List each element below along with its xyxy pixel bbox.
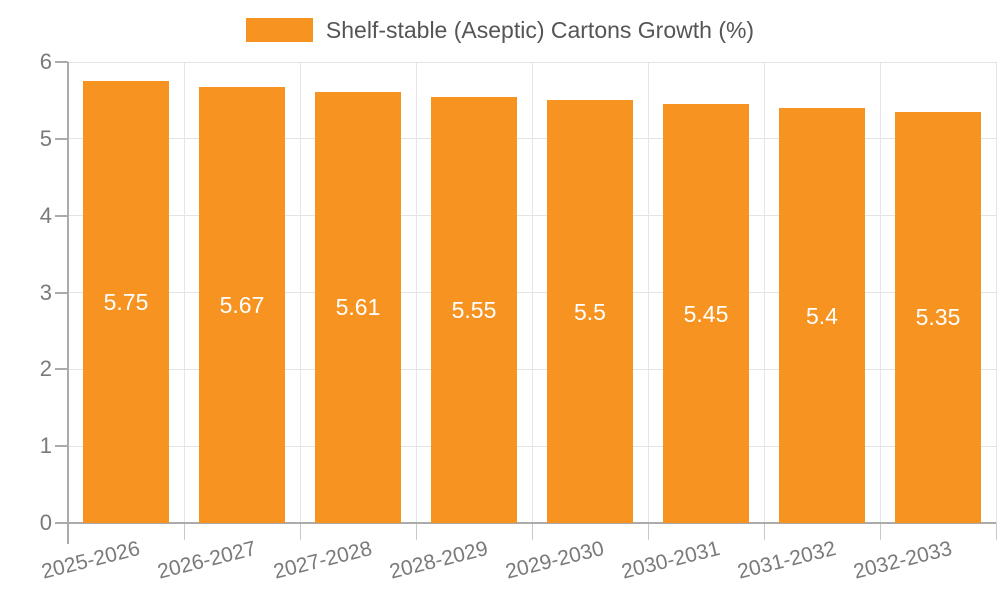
y-axis-tick [55,291,68,294]
x-axis-tick [763,523,765,540]
bar-2031-2032 [779,108,865,523]
x-axis-category-label: 2026-2027 [154,536,258,584]
x-axis-tick [995,523,997,540]
y-axis-tick [55,522,68,524]
bar-value-label: 5.4 [806,302,838,329]
gridline-vertical [879,62,881,523]
y-axis-tick [55,137,68,140]
bar-2030-2031 [663,104,749,523]
bar-value-label: 5.75 [103,289,149,316]
bar-2027-2028 [315,91,401,523]
bar-2029-2030 [547,100,633,523]
bar-2025-2026 [83,81,169,523]
x-axis-tick [531,523,533,540]
bar-value-label: 5.5 [574,298,606,325]
y-axis-tick [55,61,68,63]
gridline-vertical [647,62,649,523]
bar-value-label: 5.55 [451,296,497,323]
bar-value-label: 5.61 [335,294,381,321]
gridline-vertical [763,62,765,523]
x-axis-tick [415,523,417,540]
bar-2028-2029 [431,96,517,523]
x-axis-category-label: 2029-2030 [502,536,606,584]
y-axis-tick-label: 4 [39,202,52,228]
y-axis-tick [55,368,68,371]
y-axis-line [67,62,69,544]
bar-value-label: 5.67 [219,292,265,319]
y-axis-tick [55,445,68,448]
gridline-vertical [995,62,997,523]
x-axis-tick [183,523,185,540]
bar-value-label: 5.35 [915,304,961,331]
y-axis-tick-label: 0 [39,510,52,535]
bar-value-label: 5.45 [683,300,729,327]
y-axis-tick-label: 2 [39,356,52,382]
legend-label: Shelf-stable (Aseptic) Cartons Growth (%… [325,17,755,43]
gridline-vertical [531,62,533,523]
x-axis-category-label: 2030-2031 [618,536,722,584]
gridline-vertical [299,62,301,523]
y-axis-tick-label: 3 [39,279,52,305]
x-axis-category-label: 2025-2026 [38,536,142,584]
bar-2026-2027 [199,87,285,523]
gridline-vertical [415,62,417,523]
x-axis-baseline [68,522,996,524]
legend-color-swatch-icon [245,18,313,42]
x-axis-tick [647,523,649,540]
y-axis-tick-label: 1 [39,433,52,459]
x-axis-tick [879,523,881,540]
y-axis-tick [55,214,68,217]
y-axis-tick-label: 6 [39,49,52,74]
x-axis-category-label: 2028-2029 [386,536,490,584]
gridline-vertical [183,62,185,523]
legend: Shelf-stable (Aseptic) Cartons Growth (%… [0,16,1000,44]
x-axis-category-label: 2027-2028 [270,536,374,584]
x-axis-tick [299,523,301,540]
y-axis-tick-label: 5 [39,125,52,151]
x-axis-category-label: 2031-2032 [734,536,838,584]
x-axis-category-label: 2032-2033 [850,536,954,584]
bar-2032-2033 [895,111,981,523]
